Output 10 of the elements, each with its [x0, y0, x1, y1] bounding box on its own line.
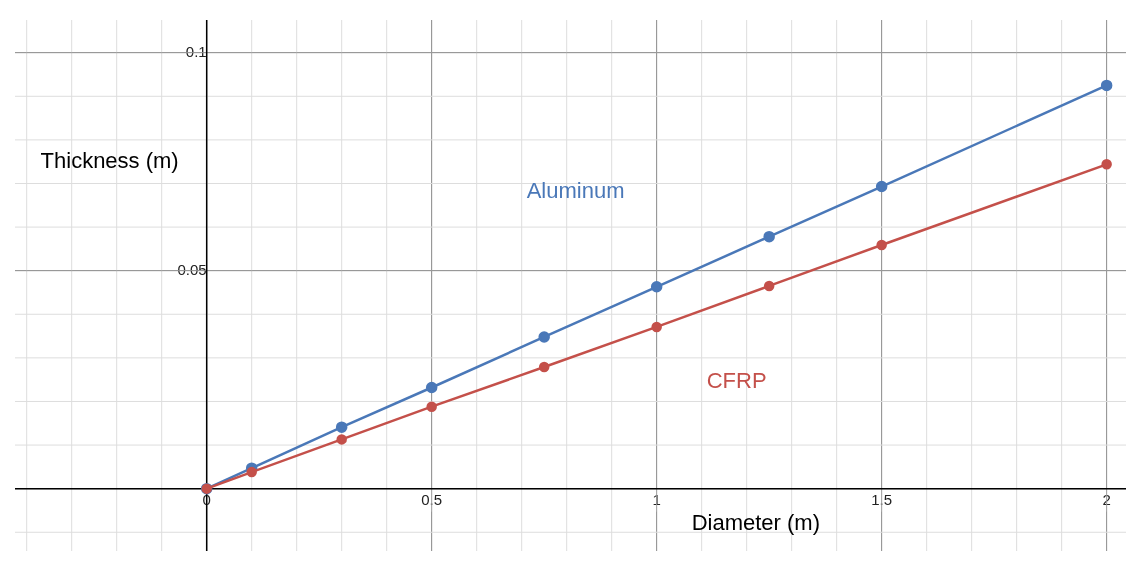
text: Aluminum	[526, 177, 625, 203]
x-tick-label: 1	[652, 490, 661, 508]
x-tick-label: 2	[1102, 490, 1111, 508]
text: CFRP	[706, 367, 767, 393]
x-tick-label: 1.5	[871, 490, 893, 508]
y-axis-title: Thickness (m)	[40, 147, 179, 173]
x-axis-title: Diameter (m)	[691, 509, 821, 535]
x-tick-label: 0.5	[421, 490, 443, 508]
y-tick-label: 0.05	[177, 260, 207, 278]
y-tick-label: 0.1	[185, 42, 207, 60]
